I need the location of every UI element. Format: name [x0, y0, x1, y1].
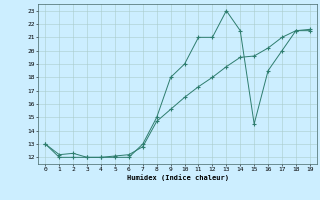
X-axis label: Humidex (Indice chaleur): Humidex (Indice chaleur) — [127, 174, 228, 181]
